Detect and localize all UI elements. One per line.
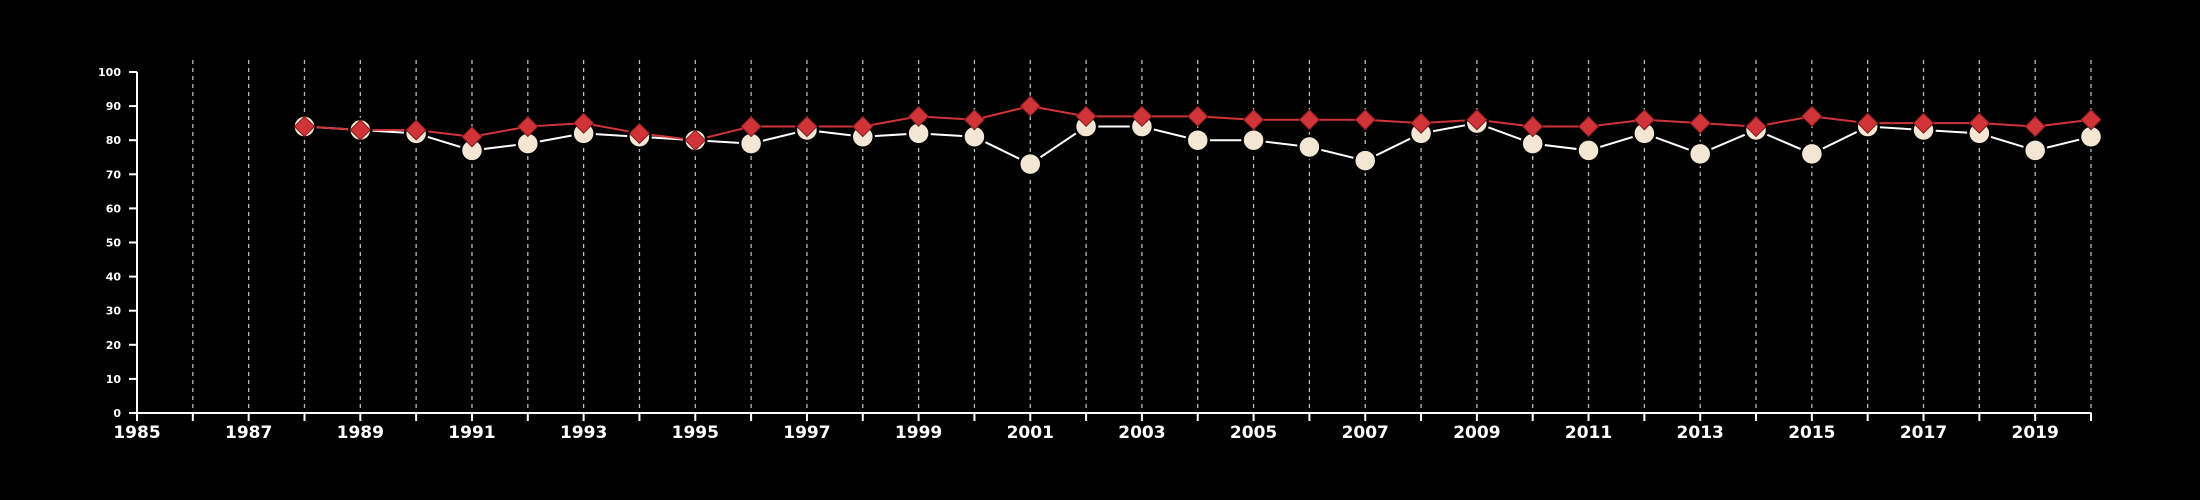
y-tick-label: 90 <box>106 100 122 113</box>
series-layer <box>292 95 2104 177</box>
x-tick-label: 2013 <box>1677 423 1724 443</box>
x-tick-label: 2009 <box>1453 423 1500 443</box>
diamond-marker <box>1242 109 1265 131</box>
y-tick-label: 0 <box>113 407 121 420</box>
diamond-marker <box>517 115 539 138</box>
circle-marker <box>2022 138 2048 163</box>
circle-marker <box>1687 141 1713 167</box>
diamond-marker <box>1577 115 1600 138</box>
diamond-marker <box>2080 109 2102 131</box>
diamond-marker <box>1354 109 1376 131</box>
diamond-marker <box>1019 95 1041 117</box>
diamond-marker <box>1801 105 1823 128</box>
diamond-marker <box>572 112 595 134</box>
diamond-marker <box>1689 112 1711 134</box>
y-tick-label: 50 <box>106 237 122 250</box>
x-tick-label: 1991 <box>448 423 495 443</box>
x-tick-label: 2001 <box>1007 423 1054 443</box>
diamond-marker <box>1856 112 1879 134</box>
diamond-marker <box>1912 112 1935 134</box>
diamond-marker <box>1968 112 1991 134</box>
x-tick-label: 1985 <box>113 423 160 443</box>
diamond-marker <box>796 115 818 138</box>
x-tick-label: 1993 <box>560 423 607 443</box>
x-tick-label: 2019 <box>2012 423 2059 443</box>
circle-marker <box>1576 138 1601 163</box>
diamond-marker <box>1745 115 1767 138</box>
diamond-marker <box>405 119 427 141</box>
circle-marker <box>1241 127 1266 153</box>
diamond-marker <box>684 129 706 151</box>
x-tick-label: 1987 <box>225 423 272 443</box>
diamond-marker <box>1522 115 1544 138</box>
y-tick-label: 20 <box>106 339 122 352</box>
x-tick-label: 1995 <box>672 423 719 443</box>
y-tick-label: 80 <box>106 134 122 147</box>
y-tick-label: 70 <box>106 168 122 181</box>
diamond-marker <box>1410 112 1432 134</box>
diamond-marker <box>1466 109 1488 131</box>
diamond-marker <box>740 115 762 138</box>
diamond-marker <box>852 115 874 138</box>
y-tick-label: 60 <box>106 202 122 215</box>
x-tick-label: 1989 <box>337 423 384 443</box>
circle-marker <box>1799 141 1825 167</box>
x-tick-label: 2015 <box>1788 423 1835 443</box>
diamond-marker <box>1187 105 1209 128</box>
circle-marker <box>1185 127 1210 153</box>
x-tick-label: 2007 <box>1342 423 1389 443</box>
x-tick-label: 2003 <box>1118 423 1165 443</box>
x-tick-label: 2017 <box>1900 423 1947 443</box>
diamond-marker <box>2024 115 2046 138</box>
y-tick-label: 100 <box>98 66 121 79</box>
diamond-marker <box>1298 109 1321 131</box>
x-tick-label: 2005 <box>1230 423 1277 443</box>
diamond-marker <box>293 115 316 138</box>
circle-marker <box>1352 148 1378 173</box>
diamond-marker <box>628 122 651 145</box>
diamond-marker <box>963 109 986 131</box>
diamond-marker <box>349 119 372 141</box>
diamond-marker <box>1633 109 1656 131</box>
diamond-marker <box>461 126 483 148</box>
diamond-marker <box>1075 105 1097 128</box>
x-tick-label: 2011 <box>1565 423 1612 443</box>
axes: 0 10 20 30 40 50 60 70 80 90 100 1985 1987 1989 1991 19… <box>98 66 2092 443</box>
y-tick-label: 40 <box>106 271 122 284</box>
circle-marker <box>1018 151 1043 177</box>
y-tick-label: 30 <box>106 305 122 318</box>
diamond-marker <box>907 105 930 128</box>
circle-marker <box>1297 134 1322 160</box>
x-tick-label: 1997 <box>783 423 830 443</box>
diamond-marker <box>1131 105 1153 128</box>
x-tick-label: 1999 <box>895 423 942 443</box>
y-tick-label: 10 <box>106 373 122 386</box>
